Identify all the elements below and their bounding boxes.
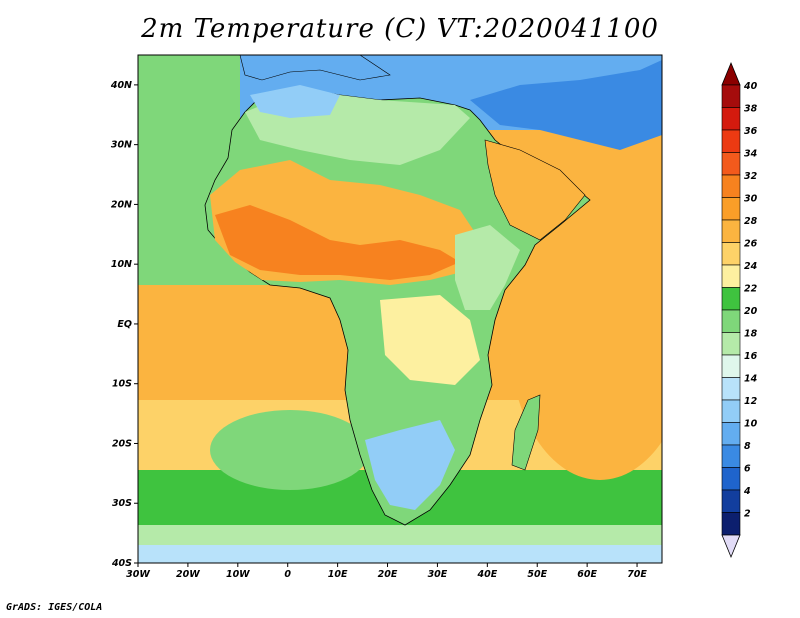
colorbar-swatch: [721, 84, 741, 108]
credit-text: GrADS: IGES/COLA: [6, 602, 103, 613]
lat-tick-label: 40S: [111, 558, 132, 569]
east-africa-highlands: [455, 225, 520, 310]
colorbar-label: 36: [744, 126, 758, 137]
colorbar-label: 40: [743, 81, 758, 92]
colorbar-label: 20: [744, 306, 758, 317]
colorbar-swatch: [721, 309, 741, 333]
colorbar-swatch: [721, 287, 741, 311]
colorbar-label: 28: [744, 216, 758, 227]
colorbar-swatch: [721, 242, 741, 266]
colorbar-label: 6: [744, 464, 751, 475]
lat-tick-label: 30S: [112, 498, 132, 509]
sahel-hot-core: [215, 205, 460, 280]
lon-tick-label: 30E: [428, 569, 448, 580]
colorbar-label: 2: [744, 509, 751, 520]
colorbar-swatch: [721, 399, 741, 423]
arabia-warm: [484, 139, 586, 241]
south-atlantic-cool-patch: [210, 410, 370, 490]
lon-tick-label: 70E: [627, 569, 647, 580]
colorbar-label: 24: [744, 261, 758, 272]
longitude-ticks: 30W 20W 10W 0 10E 20E 30E 40E 50E 60E 70E: [126, 563, 647, 580]
colorbar-swatch: [721, 264, 741, 288]
colorbar-swatch: [721, 332, 741, 356]
colorbar-label: 26: [744, 239, 758, 250]
colorbar-label: 32: [744, 171, 758, 182]
lon-tick-label: 30W: [126, 569, 150, 580]
lon-tick-label: 20E: [378, 569, 398, 580]
middle-east-cold: [470, 60, 662, 150]
colorbar-swatch: [721, 444, 741, 468]
colorbar-label: 12: [744, 396, 758, 407]
lon-tick-label: 10E: [328, 569, 348, 580]
colorbar-swatch: [721, 467, 741, 491]
colorbar-label: 34: [744, 149, 758, 160]
chart-title: 2m Temperature (C) VT:2020041100: [141, 14, 659, 44]
colorbar-swatch: [721, 129, 741, 153]
europe-coast: [239, 55, 391, 81]
indian-ocean-warm: [510, 200, 662, 480]
southern-ocean-cold: [138, 545, 662, 563]
lon-tick-label: 20W: [176, 569, 200, 580]
lon-tick-label: 40E: [476, 569, 497, 580]
map-frame: [137, 54, 663, 564]
colorbar-label: 8: [744, 441, 751, 452]
lat-tick-label: 20S: [112, 438, 132, 449]
colorbar-swatch: [721, 354, 741, 378]
colorbar: 40 38 36 34 32 30 28 26 24 22 20 18 16 14 12 10 8 6 4 2: [721, 61, 758, 559]
colorbar-label: 22: [744, 284, 758, 295]
lon-tick-label: 0: [284, 569, 291, 580]
colorbar-swatch: [721, 489, 741, 513]
madagascar: [511, 394, 541, 471]
central-africa-warm: [380, 295, 480, 385]
lat-tick-label: 10N: [111, 259, 132, 270]
lat-tick-label: 20N: [111, 199, 132, 210]
colorbar-swatch: [721, 197, 741, 221]
lat-tick-label: 30N: [111, 140, 132, 151]
latitude-ticks: 40N 30N 20N 10N EQ 10S 20S 30S 40S: [110, 80, 138, 569]
colorbar-label: 14: [744, 374, 758, 385]
map-fields: [138, 55, 662, 563]
colorbar-swatch: [721, 422, 741, 446]
colorbar-swatch: [721, 152, 741, 176]
colorbar-swatch: [721, 219, 741, 243]
maghreb-blue: [250, 85, 340, 118]
colorbar-label: 4: [743, 486, 751, 497]
lat-tick-label: 10S: [112, 379, 132, 390]
lon-tick-label: 10W: [226, 569, 250, 580]
colorbar-label: 18: [744, 329, 758, 340]
lon-tick-label: 60E: [577, 569, 597, 580]
southern-africa-cool: [365, 420, 455, 510]
colorbar-top-arrow: [721, 61, 741, 86]
lat-tick-label: EQ: [117, 319, 132, 330]
colorbar-label: 16: [744, 351, 758, 362]
colorbar-label: 10: [744, 419, 758, 430]
lat-tick-label: 40N: [110, 80, 132, 91]
colorbar-bottom-arrow: [721, 534, 741, 559]
colorbar-swatch: [721, 512, 741, 536]
colorbar-label: 30: [744, 194, 758, 205]
colorbar-swatch: [721, 107, 741, 131]
colorbar-swatch: [721, 377, 741, 401]
colorbar-label: 38: [744, 104, 758, 115]
colorbar-swatch: [721, 174, 741, 198]
lon-tick-label: 50E: [527, 569, 547, 580]
